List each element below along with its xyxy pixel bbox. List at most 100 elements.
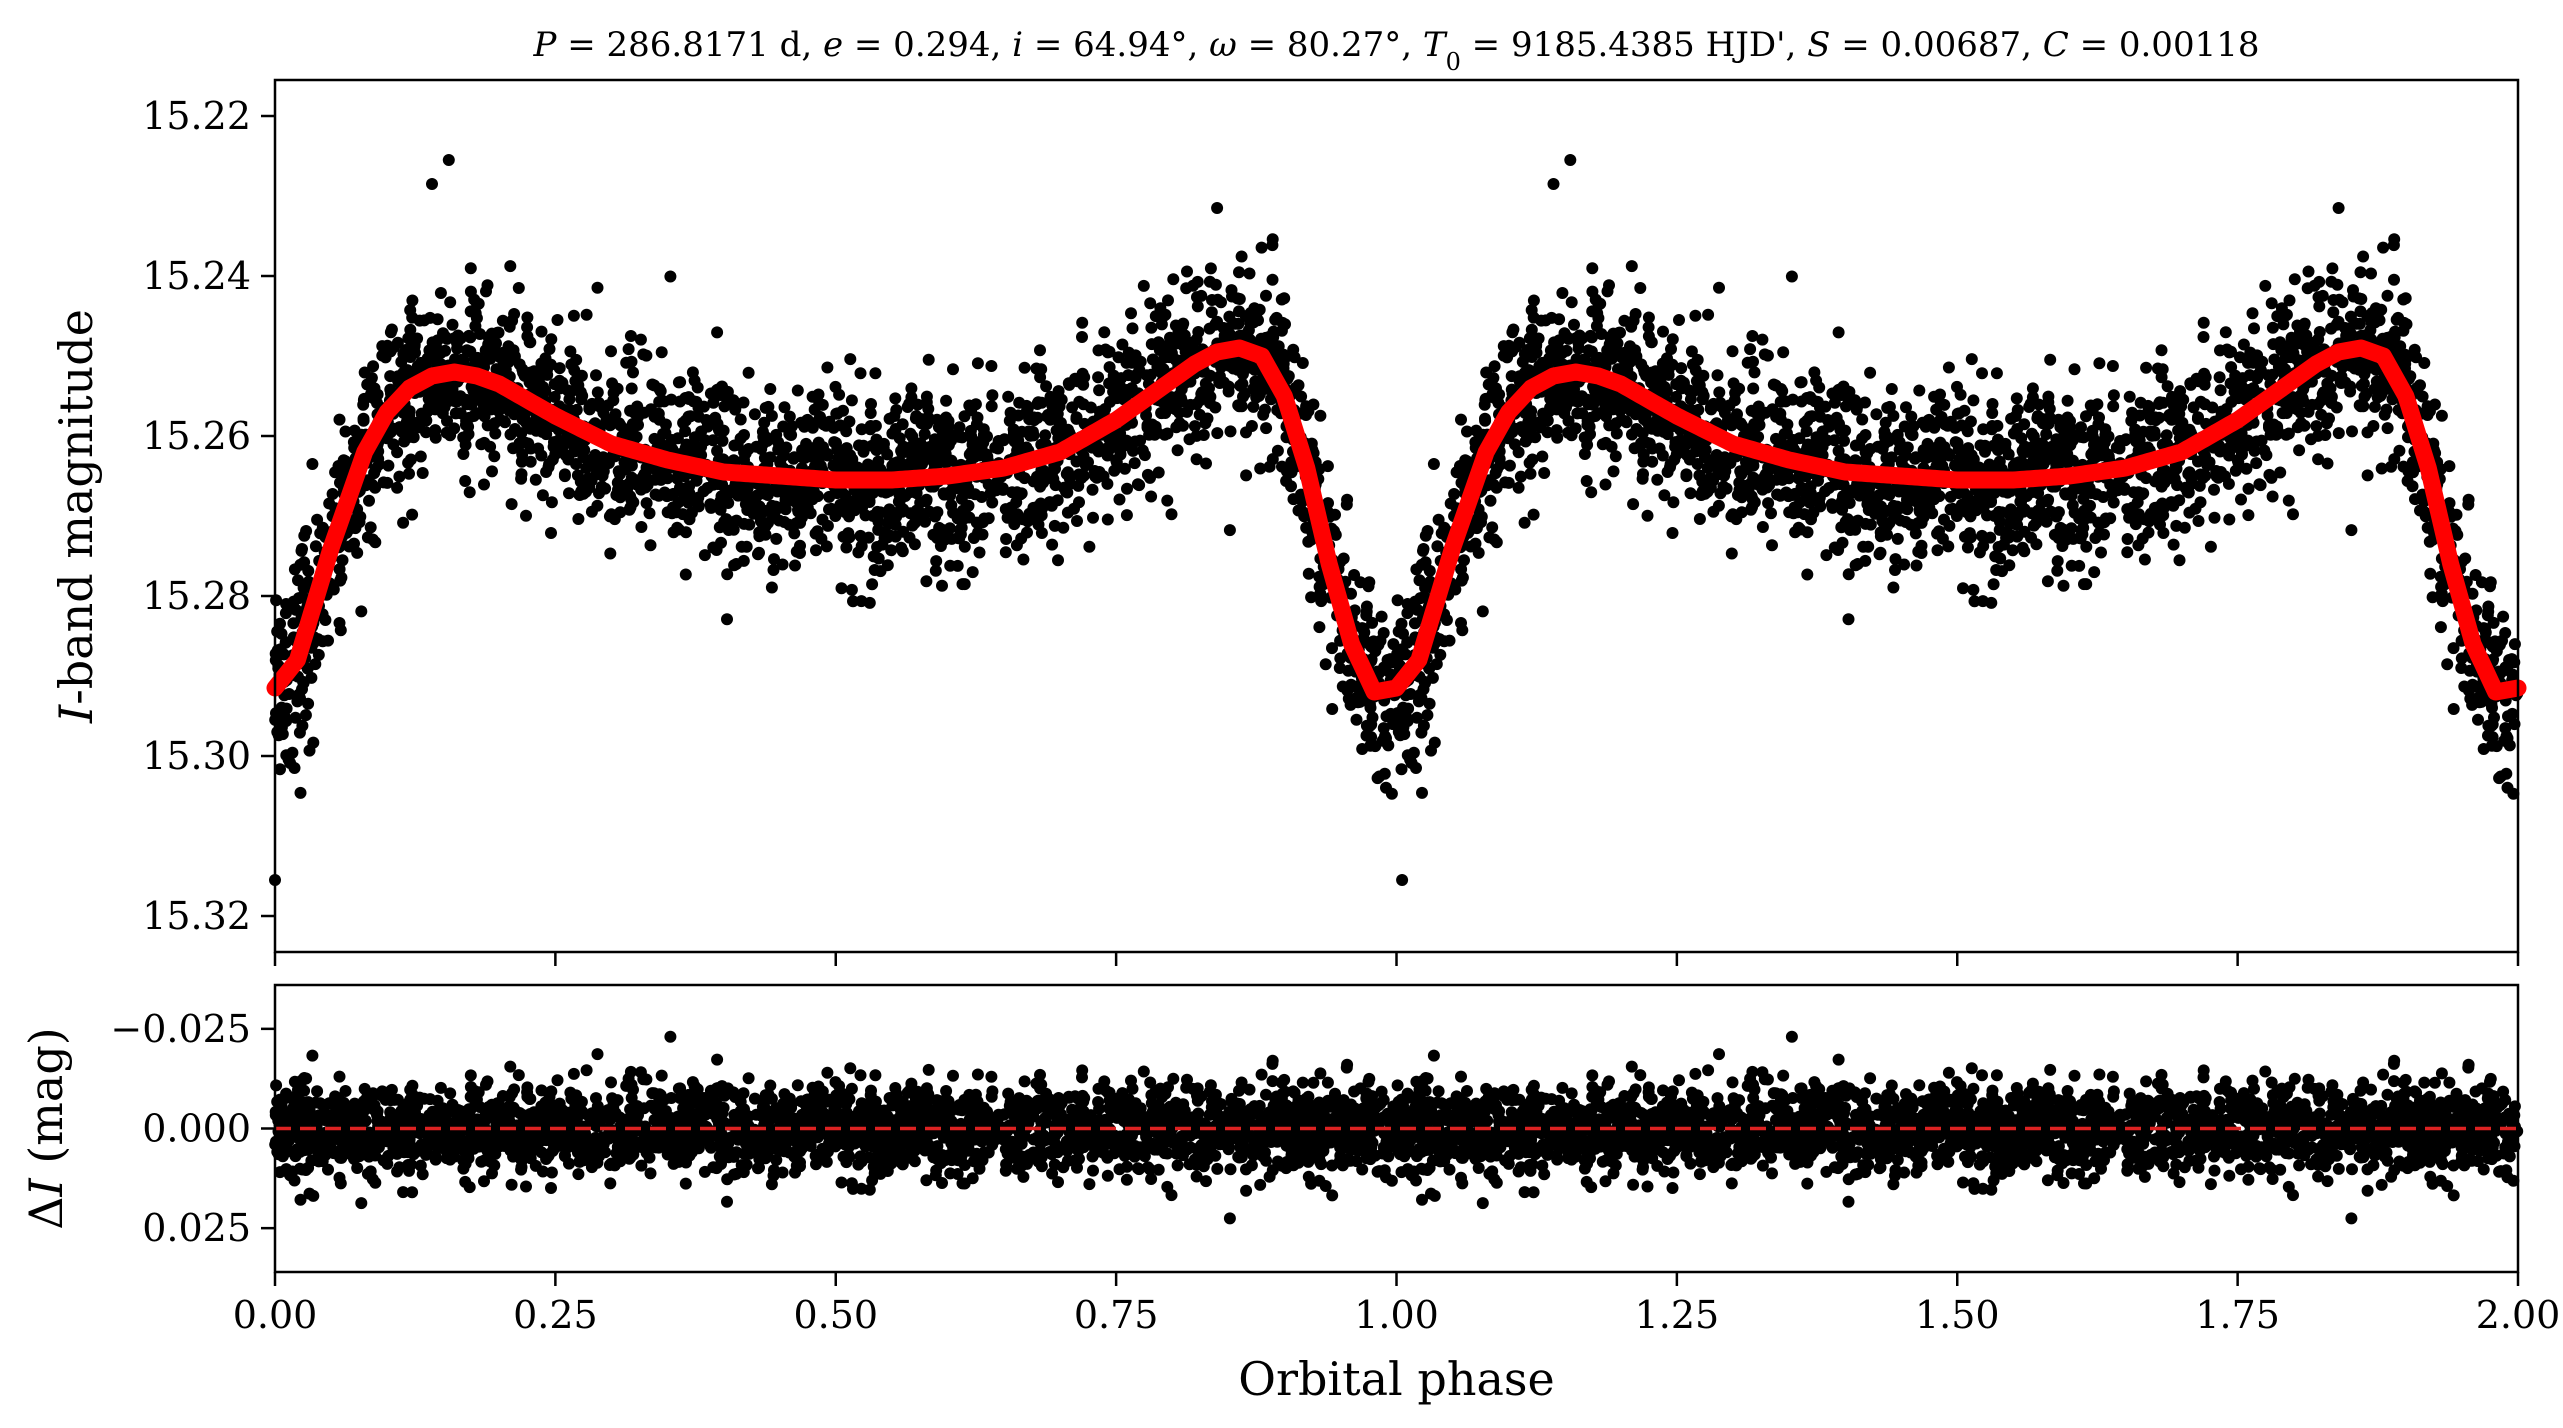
data-point [381,476,394,489]
data-point [1680,470,1693,483]
data-point [434,347,447,360]
data-point [854,529,867,542]
data-point [2397,293,2410,306]
data-point [2011,530,2024,543]
data-point [1673,314,1685,326]
data-point [2497,610,2510,623]
data-point [1145,321,1158,334]
data-point [1434,648,1447,661]
data-point [614,506,627,519]
data-point [1910,559,1923,572]
data-point [970,516,983,529]
data-point [2018,545,2031,558]
data-point [402,456,415,469]
data-point [1266,273,1279,286]
data-point [1870,408,1883,421]
data-point [531,370,544,383]
data-point [1711,369,1724,382]
data-point [664,270,677,283]
data-point [568,364,581,377]
data-point [1116,338,1129,351]
data-point [414,450,427,463]
data-point [1864,366,1877,379]
data-point [986,496,999,509]
data-point [735,540,748,553]
data-point [1365,640,1378,653]
data-point [586,459,599,472]
data-point [2447,642,2460,655]
data-point [1415,558,1428,571]
data-point [1777,346,1790,359]
data-point [2321,457,2334,470]
data-point [1432,513,1445,526]
data-point [590,369,602,382]
data-point [292,574,304,587]
data-point [2132,539,2145,552]
data-point [989,441,1002,454]
data-point [2472,713,2484,726]
data-point [864,423,877,436]
data-point [2355,293,2368,305]
data-point [801,501,814,514]
data-point [1878,437,1891,450]
data-point [1580,475,1593,487]
data-point [1191,300,1204,313]
data-point [385,323,398,336]
data-point [1377,627,1390,639]
data-point [1247,400,1260,413]
data-point [2274,466,2287,479]
data-point [939,425,951,438]
data-point [1832,326,1845,339]
data-point [674,376,687,389]
data-point [1302,567,1315,580]
data-point [1747,471,1760,484]
data-point [415,414,428,427]
data-point [561,384,574,397]
data-point [840,425,853,438]
data-point [1879,416,1892,429]
data-point [1035,527,1048,539]
data-point [2223,513,2236,526]
data-point [977,428,990,441]
data-point [294,786,307,799]
data-point [1891,532,1904,545]
data-point [1568,318,1580,331]
data-point [1074,470,1087,483]
data-point [1486,388,1499,401]
data-point [339,425,352,438]
data-point [1497,340,1510,353]
data-point [1683,384,1696,397]
data-point [1350,713,1363,726]
data-point [918,428,931,441]
data-point [312,648,325,661]
data-point [508,308,521,320]
data-point [1292,504,1305,517]
data-point [1152,466,1165,479]
data-point [444,296,457,309]
data-point [349,522,362,535]
data-point [2486,640,2499,653]
data-point [610,489,623,501]
data-point [2142,526,2155,539]
data-point [1314,409,1327,422]
data-point [857,439,870,452]
data-point [953,532,966,545]
data-point [1397,701,1410,714]
data-point [1538,467,1551,479]
data-point [1723,399,1736,412]
data-point [1365,718,1378,731]
data-point [1965,353,1978,366]
data-point [1843,385,1856,398]
data-point [1011,486,1024,499]
data-point [655,470,668,483]
data-point [951,512,964,525]
data-point [1821,414,1834,426]
data-point [600,413,613,426]
data-point [2313,326,2326,338]
data-point [1192,326,1205,338]
data-point [407,431,420,444]
data-point [1146,423,1159,436]
data-point [1741,356,1754,369]
data-point [1044,390,1057,403]
data-point [1722,413,1734,426]
